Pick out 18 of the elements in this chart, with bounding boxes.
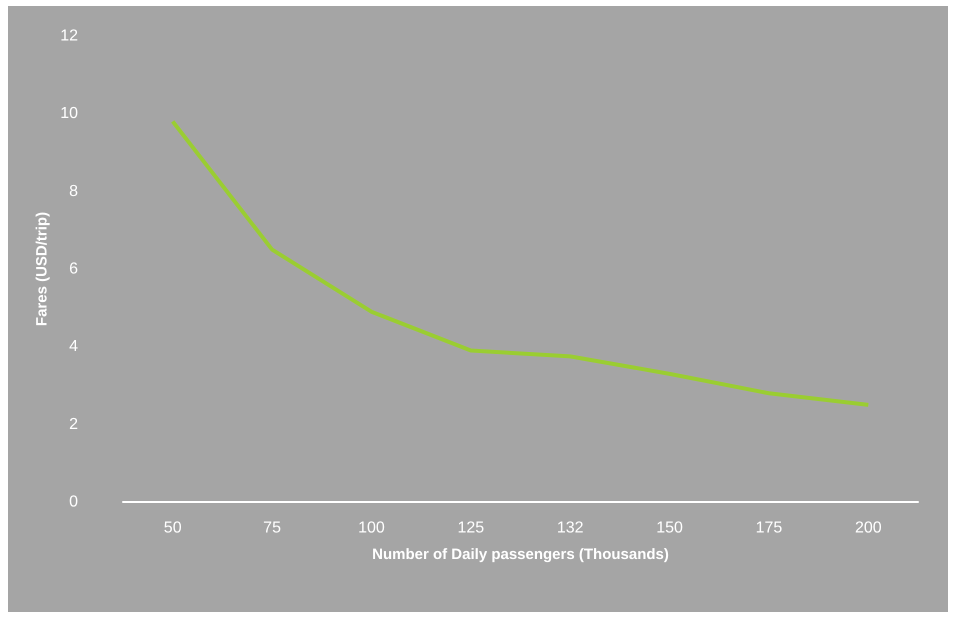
y-tick-label: 12 [60, 28, 78, 44]
x-tick-label: 132 [556, 520, 584, 536]
y-tick-label: 10 [60, 105, 78, 122]
x-tick-label: 175 [756, 520, 782, 536]
y-tick-label: 2 [69, 416, 78, 433]
x-tick-label: 125 [457, 520, 484, 536]
x-tick-label: 75 [263, 520, 282, 536]
x-tick-label: 100 [358, 520, 385, 536]
y-axis-title: Fares (USD/trip) [33, 212, 50, 326]
y-tick-label: 6 [69, 260, 78, 278]
x-tick-label: 50 [164, 520, 182, 536]
line-series [170, 119, 870, 407]
y-tick-label: 4 [69, 338, 78, 356]
x-tick-label: 200 [854, 520, 882, 536]
y-tick-label: 0 [69, 494, 78, 510]
y-tick-label: 8 [69, 182, 78, 200]
x-axis-title: Number of Daily passengers (Thousands) [372, 546, 669, 563]
x-tick-label: 150 [656, 520, 684, 536]
